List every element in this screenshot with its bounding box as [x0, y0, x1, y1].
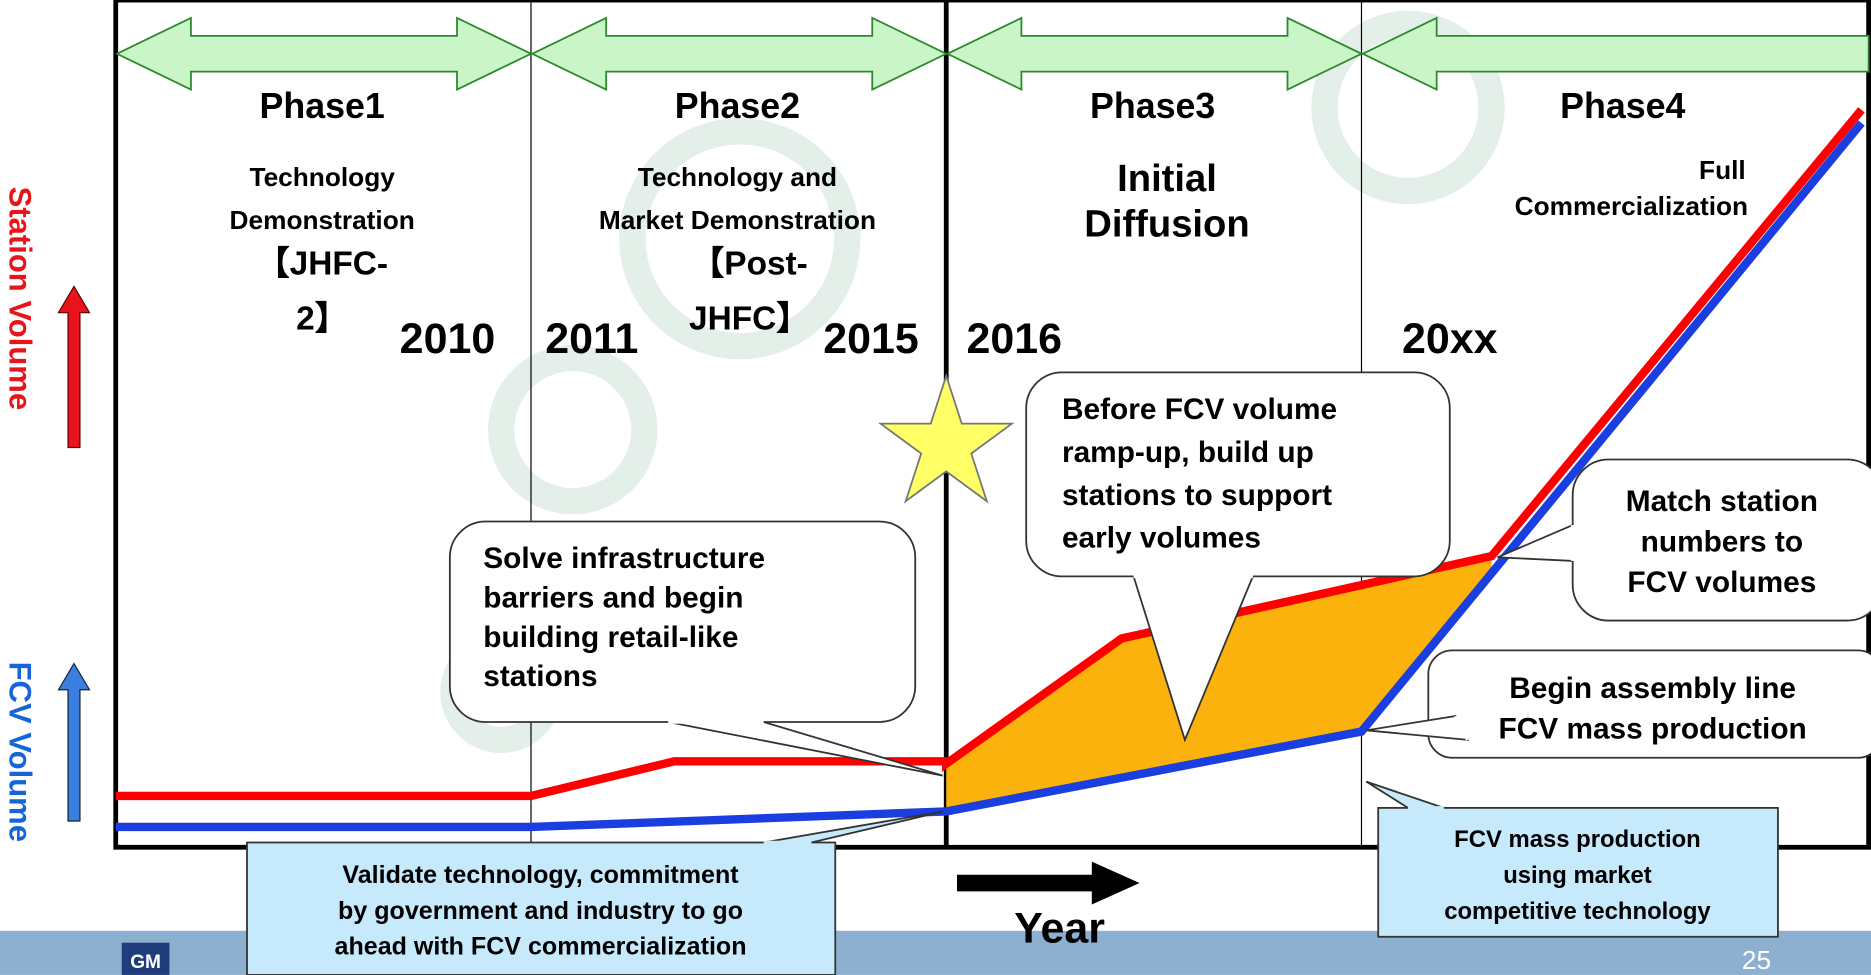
year-label: 2011 — [545, 315, 638, 363]
phase-desc: Technology and — [638, 162, 837, 192]
station-arrow — [58, 286, 89, 447]
callout-text: ahead with FCV commercialization — [335, 933, 747, 961]
callout-text: building retail-like — [483, 621, 738, 654]
callout-text: stations — [483, 660, 597, 693]
fcv-arrow — [58, 664, 89, 822]
phase-desc: 【Post- — [691, 246, 808, 283]
phase-desc: 2】 — [296, 300, 348, 337]
callout-text: Begin assembly line — [1509, 672, 1796, 705]
phase-desc: JHFC】 — [689, 300, 810, 337]
station-volume-label: Station Volume — [3, 187, 38, 410]
callout-text: Solve infrastructure — [483, 542, 765, 575]
year-label: 2015 — [823, 315, 919, 363]
callout-tail — [1366, 716, 1467, 740]
year-label: 2016 — [966, 315, 1062, 363]
callout-text: barriers and begin — [483, 581, 743, 614]
phase-desc: Full — [1699, 155, 1746, 185]
callout-text: using market — [1503, 862, 1652, 889]
page-number: 25 — [1742, 945, 1771, 975]
phase-desc: Demonstration — [230, 205, 415, 235]
callout-text: Before FCV volume — [1062, 393, 1337, 426]
phase-title: Phase1 — [260, 86, 385, 126]
callout-text: stations to support — [1062, 479, 1332, 512]
x-axis-label: Year — [1014, 905, 1105, 953]
phase-desc: Diffusion — [1084, 202, 1249, 245]
slide: GM 25 Station Volume FCV Volume Year Pha… — [0, 0, 1871, 975]
callout-text: FCV mass production — [1454, 826, 1701, 853]
year-label: 20xx — [1402, 315, 1498, 363]
callout-text: early volumes — [1062, 522, 1261, 555]
page: {"left_labels": {"station": "Station Vol… — [0, 0, 1871, 975]
phase-desc: Commercialization — [1515, 191, 1748, 221]
phase-desc: Initial — [1117, 157, 1217, 200]
callout-text: Match station — [1626, 485, 1818, 518]
callout-text: competitive technology — [1444, 898, 1711, 925]
logo: GM — [130, 952, 161, 973]
phase-title: Phase4 — [1560, 86, 1685, 126]
phase-arrows — [117, 18, 1869, 90]
callout-text: FCV volumes — [1627, 566, 1816, 599]
callout-tail — [1366, 782, 1444, 808]
callout-text: numbers to — [1641, 525, 1803, 558]
callout-tail — [668, 722, 942, 776]
fcv-volume-label: FCV Volume — [3, 662, 38, 842]
phase-title: Phase3 — [1090, 86, 1215, 126]
phase-desc: 【JHFC- — [256, 246, 388, 283]
phase-title: Phase2 — [675, 86, 800, 126]
callout-text: by government and industry to go — [338, 897, 743, 925]
callout-text: ramp-up, build up — [1062, 436, 1314, 469]
year-label: 2010 — [400, 315, 496, 363]
callout-text: FCV mass production — [1499, 713, 1807, 746]
callout-text: Validate technology, commitment — [342, 861, 739, 889]
phase-desc: Technology — [249, 162, 395, 192]
year-arrow — [957, 862, 1140, 905]
phase-desc: Market Demonstration — [599, 205, 876, 235]
